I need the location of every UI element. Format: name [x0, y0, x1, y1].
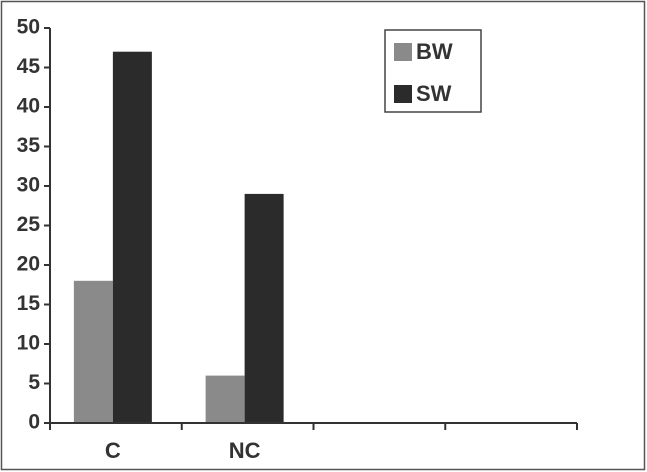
- bar: [73, 280, 113, 423]
- y-tick-label: 15: [17, 292, 41, 315]
- y-tick-label: 45: [17, 55, 41, 78]
- y-tick-label: 40: [17, 95, 40, 118]
- y-tick-label: 30: [17, 174, 40, 197]
- legend-swatch: [394, 85, 412, 103]
- y-tick-label: 35: [17, 134, 41, 157]
- y-tick-label: 10: [17, 332, 40, 355]
- bar: [244, 193, 284, 423]
- legend-label: SW: [416, 81, 452, 106]
- x-tick-label: NC: [229, 438, 261, 463]
- x-tick-label: C: [105, 438, 121, 463]
- y-tick-label: 25: [17, 213, 41, 236]
- bar: [205, 375, 245, 423]
- legend-label: BW: [416, 39, 453, 64]
- y-tick-label: 50: [17, 16, 40, 39]
- y-tick-label: 20: [17, 253, 40, 276]
- bar: [112, 51, 152, 423]
- legend-swatch: [394, 43, 412, 61]
- y-tick-label: 0: [28, 411, 40, 434]
- y-tick-label: 5: [28, 371, 40, 394]
